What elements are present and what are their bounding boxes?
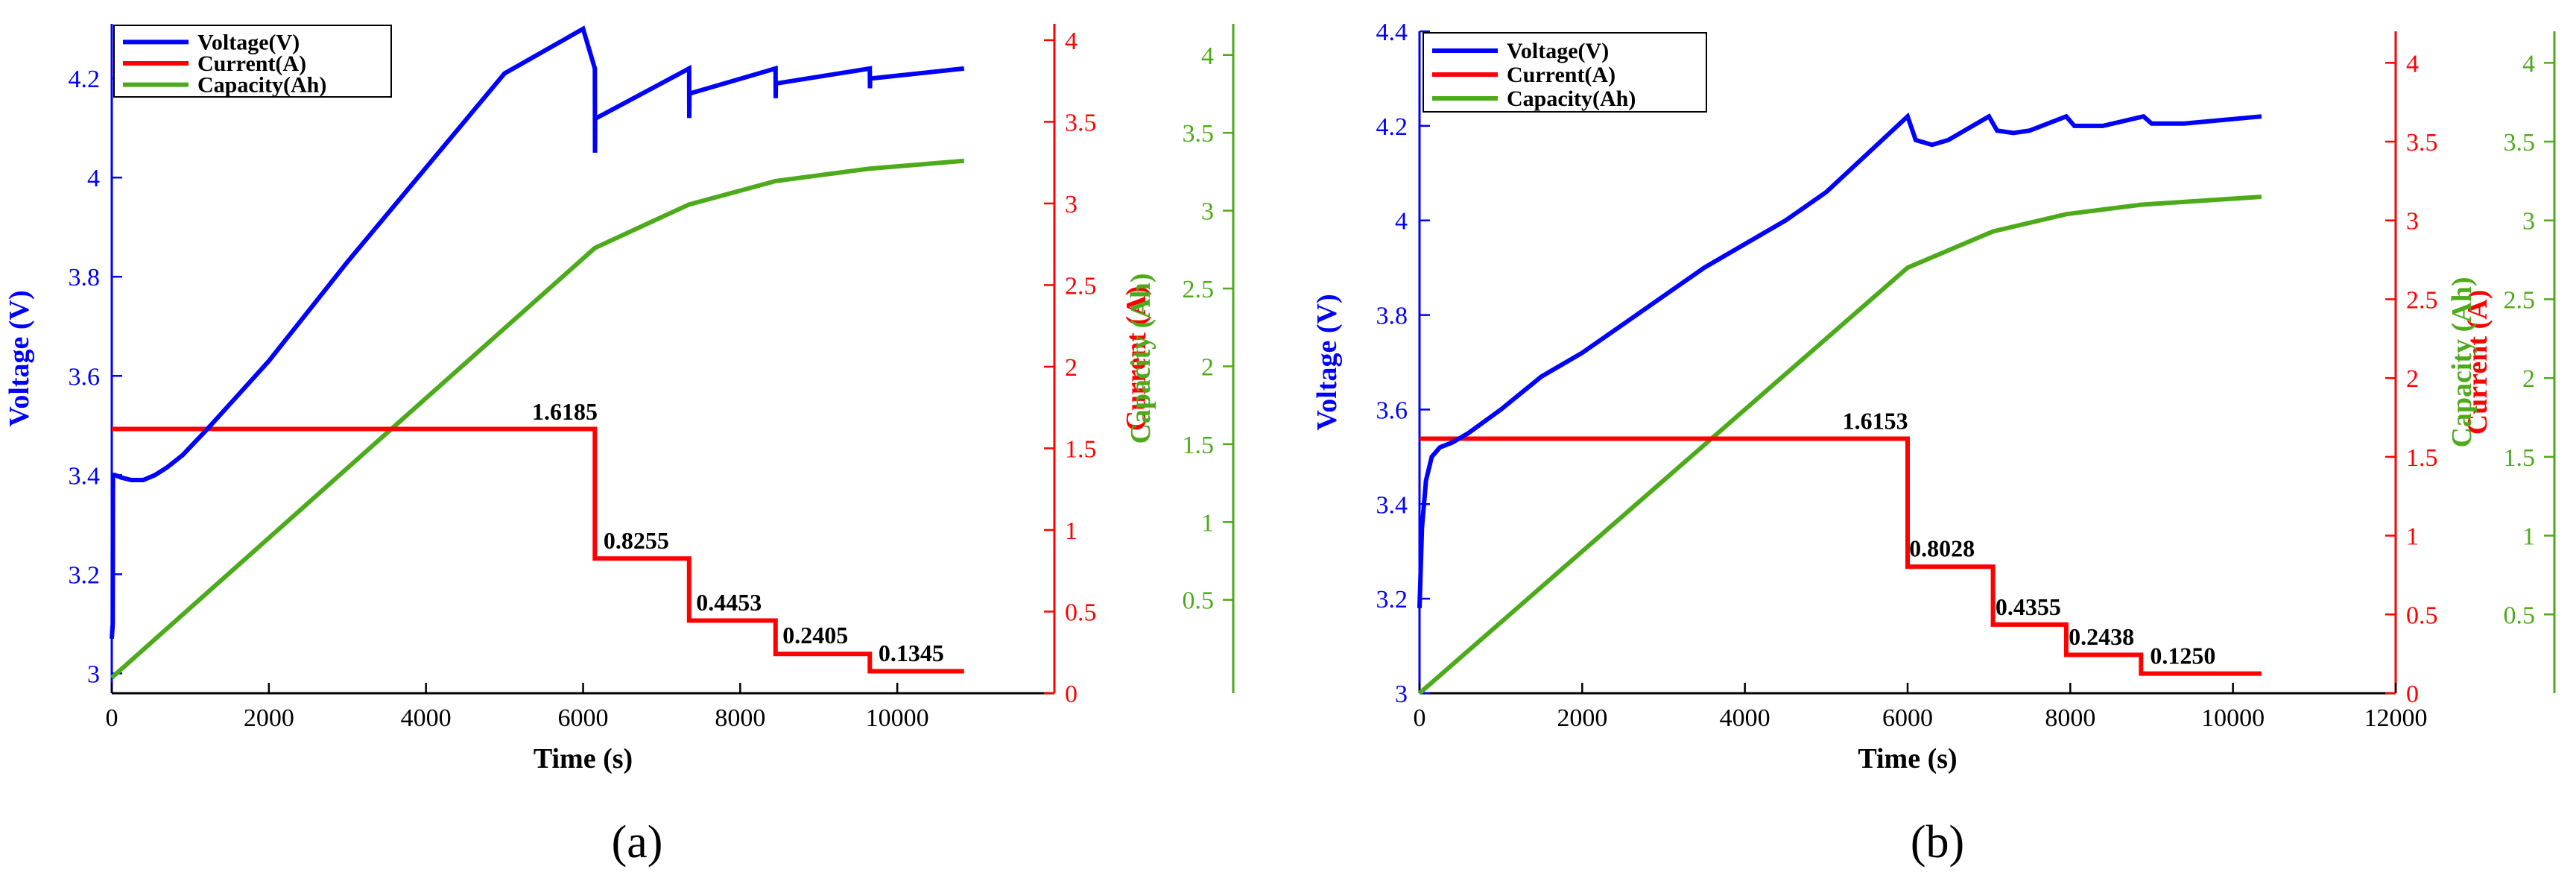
current-step-label: 0.8255 [604, 527, 669, 554]
capacity-tick-label: 1 [2522, 523, 2535, 551]
x-tick-label: 8000 [2045, 704, 2095, 732]
capacity-tick-label: 1 [1201, 509, 1214, 537]
current-step-label: 1.6153 [1843, 407, 1908, 434]
current-tick-label: 1 [2406, 523, 2419, 551]
voltage-tick-label: 3.4 [69, 462, 101, 490]
x-tick-label: 10000 [2201, 704, 2265, 732]
x-tick-label: 8000 [715, 704, 765, 732]
legend-label: Current(A) [1507, 63, 1615, 87]
panel-b: 0 2000 4000 6000 8000 10000 12000 Time (s) 3 3.2 3… [1311, 19, 2556, 868]
current-step-label: 0.4355 [1996, 593, 2061, 620]
capacity-tick-label: 3 [1201, 198, 1214, 226]
voltage-tick-label: 4.2 [1376, 113, 1408, 141]
capacity-tick-label: 1.5 [1183, 432, 1215, 459]
x-tick-label: 6000 [558, 704, 609, 732]
voltage-series-line [110, 25, 965, 639]
capacity-tick-label: 3.5 [2504, 129, 2536, 157]
capacity-tick-label: 2 [2522, 365, 2535, 393]
legend-label: Voltage(V) [1507, 39, 1609, 63]
x-tick-label: 10000 [866, 704, 929, 732]
capacity-axis-title: Capacity (Ah) [2446, 277, 2478, 447]
current-step-label: 0.2438 [2069, 623, 2134, 650]
capacity-tick-label: 3 [2522, 208, 2535, 236]
legend-label: Current(A) [197, 51, 306, 76]
capacity-tick-label: 3.5 [1183, 120, 1215, 148]
voltage-tick-label: 3.8 [1376, 303, 1408, 330]
capacity-tick-label: 0.5 [2504, 602, 2536, 629]
voltage-tick-label: 3 [87, 660, 100, 688]
voltage-series-line [1417, 112, 2262, 608]
voltage-tick-label: 4.4 [1376, 19, 1408, 46]
capacity-tick-label: 4 [1201, 42, 1214, 70]
legend-label: Capacity(Ah) [197, 73, 326, 98]
voltage-tick-label: 3.8 [69, 264, 101, 291]
voltage-tick-label: 3 [1395, 681, 1408, 708]
capacity-tick-label: 4 [2522, 50, 2535, 78]
x-tick-label: 0 [106, 704, 118, 732]
current-tick-label: 3 [2406, 208, 2419, 236]
current-tick-label: 2 [2406, 365, 2419, 393]
capacity-tick-label: 2.5 [1183, 276, 1215, 303]
voltage-tick-label: 3.2 [1376, 586, 1408, 613]
capacity-tick-label: 2 [1201, 353, 1214, 381]
current-tick-label: 1.5 [2406, 444, 2438, 472]
x-tick-label: 2000 [1557, 704, 1607, 732]
current-step-label: 0.1250 [2150, 642, 2215, 669]
current-tick-label: 0.5 [1065, 599, 1097, 626]
current-tick-label: 2 [1065, 354, 1077, 382]
current-step-label: 1.6185 [532, 398, 598, 425]
panel-caption: (b) [1911, 817, 1964, 868]
current-step-label: 0.8028 [1909, 535, 1975, 562]
current-tick-label: 4 [2406, 50, 2419, 78]
x-tick-label: 0 [1414, 704, 1426, 732]
voltage-axis-title: Voltage (V) [1311, 294, 1343, 430]
current-tick-label: 2.5 [1065, 272, 1097, 300]
capacity-tick-label: 2.5 [2504, 286, 2536, 314]
x-tick-label: 4000 [1720, 704, 1770, 732]
x-tick-label: 6000 [1882, 704, 1933, 732]
current-tick-label: 3 [1065, 191, 1077, 218]
current-tick-label: 3.5 [2406, 129, 2438, 157]
legend-label: Voltage(V) [197, 30, 300, 54]
capacity-axis-title: Capacity (Ah) [1125, 273, 1156, 444]
current-step-label: 0.2405 [782, 622, 848, 649]
capacity-tick-label: 1.5 [2504, 444, 2536, 472]
voltage-tick-label: 4 [87, 165, 100, 192]
voltage-tick-label: 3.4 [1376, 491, 1408, 519]
current-tick-label: 0.5 [2406, 602, 2438, 629]
voltage-axis-title: Voltage (V) [4, 290, 35, 426]
current-step-label: 0.1345 [879, 640, 944, 666]
current-tick-label: 1.5 [1065, 435, 1097, 463]
current-tick-label: 1 [1065, 517, 1077, 545]
current-axis-title: Current (A) [2462, 290, 2493, 435]
x-axis-title: Time (s) [1858, 743, 1957, 774]
x-axis-title: Time (s) [534, 743, 633, 774]
voltage-tick-label: 4.2 [69, 66, 101, 93]
voltage-tick-label: 4 [1395, 208, 1408, 236]
current-tick-label: 4 [1065, 28, 1077, 55]
current-tick-label: 0 [1065, 681, 1077, 708]
x-tick-label: 2000 [244, 704, 294, 732]
x-tick-label: 12000 [2364, 704, 2428, 732]
voltage-tick-label: 3.6 [1376, 397, 1408, 424]
voltage-tick-label: 3.6 [69, 363, 101, 391]
current-axis-title: Current (A) [1121, 286, 1152, 432]
current-step-label: 0.4453 [696, 589, 762, 616]
capacity-series-line [110, 158, 965, 680]
x-tick-label: 4000 [401, 704, 452, 732]
current-tick-label: 0 [2406, 681, 2419, 708]
capacity-series-line [1418, 195, 2262, 695]
capacity-tick-label: 0.5 [1183, 587, 1215, 615]
current-series-line [1420, 436, 2262, 676]
panel-caption: (a) [612, 817, 663, 868]
current-tick-label: 2.5 [2406, 286, 2438, 314]
current-tick-label: 3.5 [1065, 109, 1097, 136]
current-series-line [112, 426, 964, 674]
legend-label: Capacity(Ah) [1507, 86, 1636, 111]
voltage-tick-label: 3.2 [69, 561, 101, 589]
panel-a: 0 2000 4000 6000 8000 10000 Time (s) 3 3.2 3.4 3.6… [4, 24, 1235, 868]
